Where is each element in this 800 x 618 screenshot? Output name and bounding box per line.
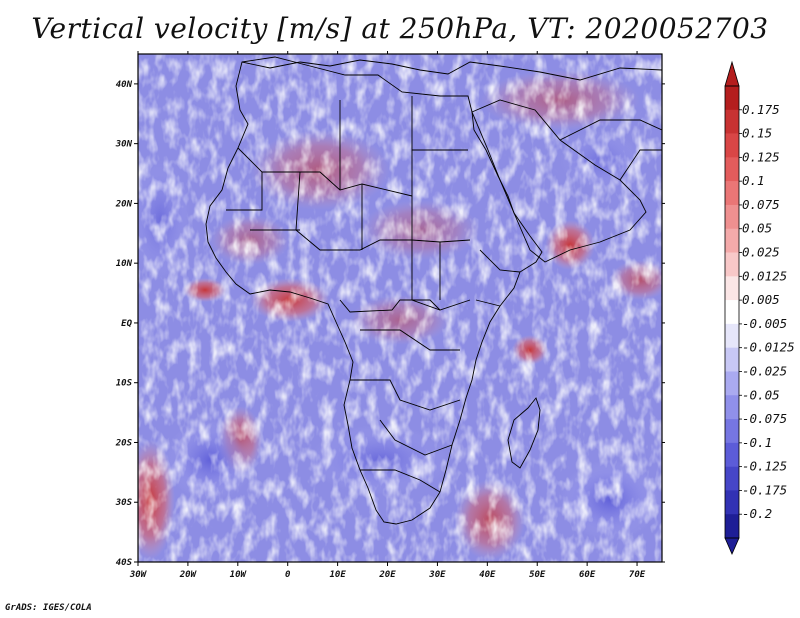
credit-text: GrADS: IGES/COLA bbox=[5, 603, 92, 613]
velocity-field bbox=[138, 54, 662, 562]
latitude-ticks: 40N 30N 20N 10N EQ 10S 20S 30S 40S bbox=[115, 80, 665, 568]
map-frame bbox=[137, 53, 663, 563]
colorbar-swatch bbox=[725, 86, 739, 111]
lon-tick-label: 50E bbox=[529, 570, 546, 580]
longitude-ticks: 30W 20W 10W 0 10E 20E 30E 40E 50E 60E 70E bbox=[129, 51, 646, 580]
colorbar-label: -0.025 bbox=[742, 363, 787, 378]
colorbar-swatch bbox=[725, 276, 739, 301]
colorbar-label: -0.175 bbox=[742, 482, 787, 497]
lon-tick-label: 70E bbox=[629, 570, 646, 580]
colorbar-label: 0.025 bbox=[742, 245, 780, 260]
colorbar-swatch bbox=[725, 395, 739, 420]
colorbar-swatch bbox=[725, 228, 739, 253]
colorbar-label: 0.125 bbox=[742, 149, 780, 164]
map-title: Vertical velocity [m/s] at 250hPa, VT: 2… bbox=[31, 12, 769, 45]
colorbar: 0.175 0.15 0.125 0.1 0.075 0.05 0.025 0.0125 0.0… bbox=[724, 60, 795, 555]
colorbar-swatch bbox=[725, 490, 739, 515]
lon-tick-label: 10W bbox=[230, 570, 248, 580]
colorbar-label: -0.075 bbox=[742, 411, 787, 426]
colorbar-frame bbox=[724, 85, 740, 539]
lat-tick-label: 40N bbox=[116, 80, 133, 90]
colorbar-swatch bbox=[725, 252, 739, 277]
colorbar-swatch bbox=[725, 371, 739, 396]
colorbar-label: -0.05 bbox=[742, 387, 780, 402]
colorbar-label: 0.075 bbox=[742, 197, 780, 212]
lon-tick-label: 40E bbox=[479, 570, 496, 580]
colorbar-swatch bbox=[725, 514, 739, 539]
colorbar-label: -0.1 bbox=[742, 435, 772, 450]
colorbar-label: 0.005 bbox=[742, 292, 780, 307]
colorbar-swatch bbox=[725, 442, 739, 467]
lon-tick-label: 30E bbox=[428, 570, 446, 580]
colorbar-label: -0.005 bbox=[742, 316, 787, 331]
colorbar-label: -0.2 bbox=[742, 506, 772, 521]
lat-tick-label: 10S bbox=[116, 379, 133, 389]
lon-tick-label: 30W bbox=[129, 570, 148, 580]
colorbar-swatch bbox=[725, 204, 739, 230]
lat-tick-label: 30N bbox=[115, 140, 133, 150]
colorbar-swatch bbox=[725, 419, 739, 444]
lon-tick-label: 10E bbox=[329, 570, 346, 580]
colorbar-label: 0.0125 bbox=[742, 268, 787, 283]
lat-tick-label: 20N bbox=[115, 199, 133, 209]
lon-tick-label: 60E bbox=[579, 570, 596, 580]
colorbar-label: 0.175 bbox=[742, 102, 780, 117]
colorbar-swatch bbox=[725, 109, 739, 134]
colorbar-label: 0.05 bbox=[742, 221, 772, 236]
colorbar-swatch bbox=[725, 347, 739, 372]
colorbar-label: 0.1 bbox=[742, 173, 765, 188]
colorbar-swatch bbox=[725, 300, 739, 325]
colorbar-label: -0.125 bbox=[742, 459, 787, 474]
colorbar-label: -0.0125 bbox=[742, 340, 795, 355]
lat-tick-label: 40S bbox=[116, 558, 133, 568]
lat-tick-label: 20S bbox=[115, 438, 133, 448]
colorbar-swatch bbox=[725, 157, 739, 182]
lat-tick-label: 30S bbox=[115, 498, 133, 508]
lat-tick-label: 10N bbox=[116, 259, 133, 269]
colorbar-swatch bbox=[725, 466, 739, 491]
colorbar-top-arrow bbox=[724, 60, 740, 87]
colorbar-swatch bbox=[725, 181, 739, 206]
colorbar-label: 0.15 bbox=[742, 126, 772, 141]
colorbar-bottom-arrow bbox=[724, 537, 740, 555]
colorbar-swatch bbox=[725, 133, 739, 158]
lon-tick-label: 20E bbox=[378, 570, 396, 580]
lon-tick-label: 0 bbox=[285, 570, 291, 580]
lat-tick-label: EQ bbox=[121, 319, 132, 329]
colorbar-swatch bbox=[725, 323, 739, 348]
lon-tick-label: 20W bbox=[179, 570, 198, 580]
country-borders bbox=[205, 56, 662, 525]
